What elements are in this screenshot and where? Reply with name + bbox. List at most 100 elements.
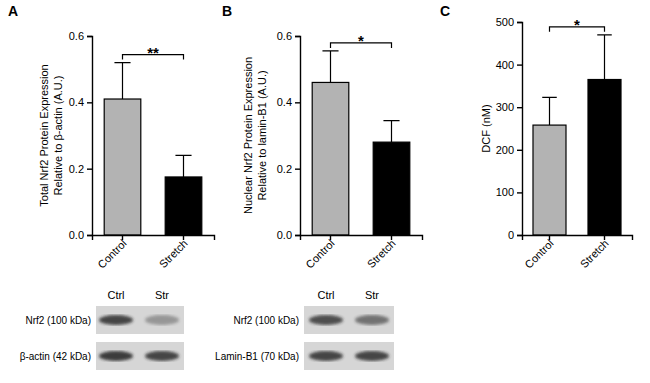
figure: A 0.0 0.2 0.4 0.6 Control Stretch Total Nrf2 Pr… — [0, 0, 650, 383]
y-tick: 100 — [496, 186, 522, 198]
x-axis-line — [523, 236, 633, 241]
y-tick: 400 — [496, 59, 522, 71]
blot-strip — [96, 306, 184, 334]
significance-label: * — [574, 16, 580, 33]
error-bar — [597, 35, 612, 80]
y-tick-mark — [517, 192, 522, 193]
x-tick-label: Stretch — [365, 237, 398, 270]
y-tick: 0.0 — [277, 229, 300, 241]
blot-lane-label: Str — [155, 289, 169, 301]
y-tick: 0.4 — [69, 96, 92, 108]
blot-band — [309, 351, 343, 361]
y-tick-mark — [517, 107, 522, 108]
x-tick-label: Stretch — [578, 237, 611, 270]
blot-band — [355, 351, 389, 361]
x-tick: Stretch — [365, 235, 398, 270]
blot-strip — [96, 342, 184, 370]
x-tick: Control — [303, 235, 337, 271]
y-tick-label: 0.6 — [69, 30, 84, 42]
blot-band — [145, 315, 179, 325]
error-bar — [542, 97, 557, 125]
y-tick: 300 — [496, 101, 522, 113]
y-axis-title: Relative to β-actin (A.U.) — [52, 75, 64, 195]
error-bar — [114, 63, 130, 99]
x-tick: Stretch — [157, 235, 190, 270]
y-tick-mark — [295, 235, 300, 236]
y-tick-label: 0.4 — [277, 96, 292, 108]
panel: B0.00.20.40.6ControlStretchNuclear Nrf2 … — [215, 3, 422, 370]
y-tick-mark — [517, 235, 522, 236]
y-tick: 0.6 — [277, 30, 300, 42]
y-axis-line — [295, 37, 301, 236]
error-bar — [175, 155, 191, 177]
y-axis: 0 100 200 300 400 500 — [496, 16, 523, 241]
y-tick-mark — [87, 102, 92, 103]
plot-area — [533, 35, 621, 235]
blot-row-label: β-actin (42 kDa) — [20, 351, 91, 362]
blot-strip — [304, 306, 394, 334]
y-tick-label: 400 — [496, 59, 514, 71]
y-tick-mark — [517, 22, 522, 23]
y-tick: 0.0 — [69, 229, 92, 241]
y-tick-label: 0.0 — [69, 229, 84, 241]
y-axis-title: Total Nrf2 Protein Expression — [38, 64, 50, 206]
blot: Ctrl Str Nrf2 (100 kDa) Lamin-B1 (70 kDa) — [215, 289, 394, 370]
x-axis: Control Stretch — [522, 235, 632, 271]
plot-area — [312, 51, 410, 235]
y-axis-line — [87, 37, 93, 236]
y-tick-mark — [87, 36, 92, 37]
bar — [373, 142, 410, 235]
x-tick: Stretch — [578, 235, 611, 270]
y-tick-mark — [295, 36, 300, 37]
blot-lane-label: Str — [365, 289, 379, 301]
panel-label: C — [440, 3, 450, 19]
blot: Ctrl Str Nrf2 (100 kDa) β-actin (42 kDa) — [20, 289, 184, 370]
y-tick-label: 200 — [496, 144, 514, 156]
y-axis-title: DCF (nM) — [480, 104, 492, 152]
bar — [588, 80, 621, 235]
y-tick: 0.6 — [69, 30, 92, 42]
y-tick-label: 0.4 — [69, 96, 84, 108]
x-tick-label: Control — [303, 237, 337, 271]
plot-area — [104, 63, 202, 235]
y-tick-label: 0.0 — [277, 229, 292, 241]
x-axis-line — [93, 236, 215, 241]
y-tick-mark — [87, 168, 92, 169]
y-tick-mark — [517, 150, 522, 151]
y-axis-title: Relative to lamin-B1 (A.U.) — [256, 70, 268, 200]
blot-band — [355, 315, 389, 325]
error-bar — [383, 121, 399, 143]
bar — [165, 177, 202, 235]
y-tick-label: 0 — [508, 229, 514, 241]
x-tick: Control — [95, 235, 129, 271]
blot-row-label: Lamin-B1 (70 kDa) — [215, 351, 299, 362]
blot-lane-label: Ctrl — [317, 289, 334, 301]
panel: A 0.0 0.2 0.4 0.6 Control Stretch Total Nrf2 Pr… — [8, 3, 215, 370]
blot-row-label: Nrf2 (100 kDa) — [233, 315, 299, 326]
y-tick-mark — [295, 168, 300, 169]
blot-band — [99, 315, 133, 325]
y-tick: 0.2 — [69, 163, 92, 175]
y-tick: 0.4 — [277, 96, 300, 108]
bar — [104, 99, 141, 235]
y-tick-label: 100 — [496, 186, 514, 198]
panel-label: A — [8, 3, 18, 19]
y-tick-label: 0.2 — [277, 163, 292, 175]
x-axis: Control Stretch — [93, 235, 215, 271]
y-tick-label: 0.6 — [277, 30, 292, 42]
y-tick: 500 — [496, 16, 522, 28]
blot-strip — [304, 342, 394, 370]
y-tick: 200 — [496, 144, 522, 156]
bar — [312, 82, 349, 235]
y-tick-label: 300 — [496, 101, 514, 113]
significance-label: ** — [147, 44, 159, 61]
x-axis-line — [301, 236, 423, 241]
blot-row-label: Nrf2 (100 kDa) — [25, 315, 91, 326]
y-tick-label: 500 — [496, 16, 514, 28]
x-axis: Control Stretch — [301, 235, 423, 271]
blot-band — [99, 351, 133, 361]
x-tick-label: Control — [522, 237, 556, 271]
panel: C 0 100 200 300 400 500 Control Stretch DCF (nM) * — [440, 3, 633, 271]
blot-lane-label: Ctrl — [107, 289, 124, 301]
error-bar — [322, 51, 338, 83]
